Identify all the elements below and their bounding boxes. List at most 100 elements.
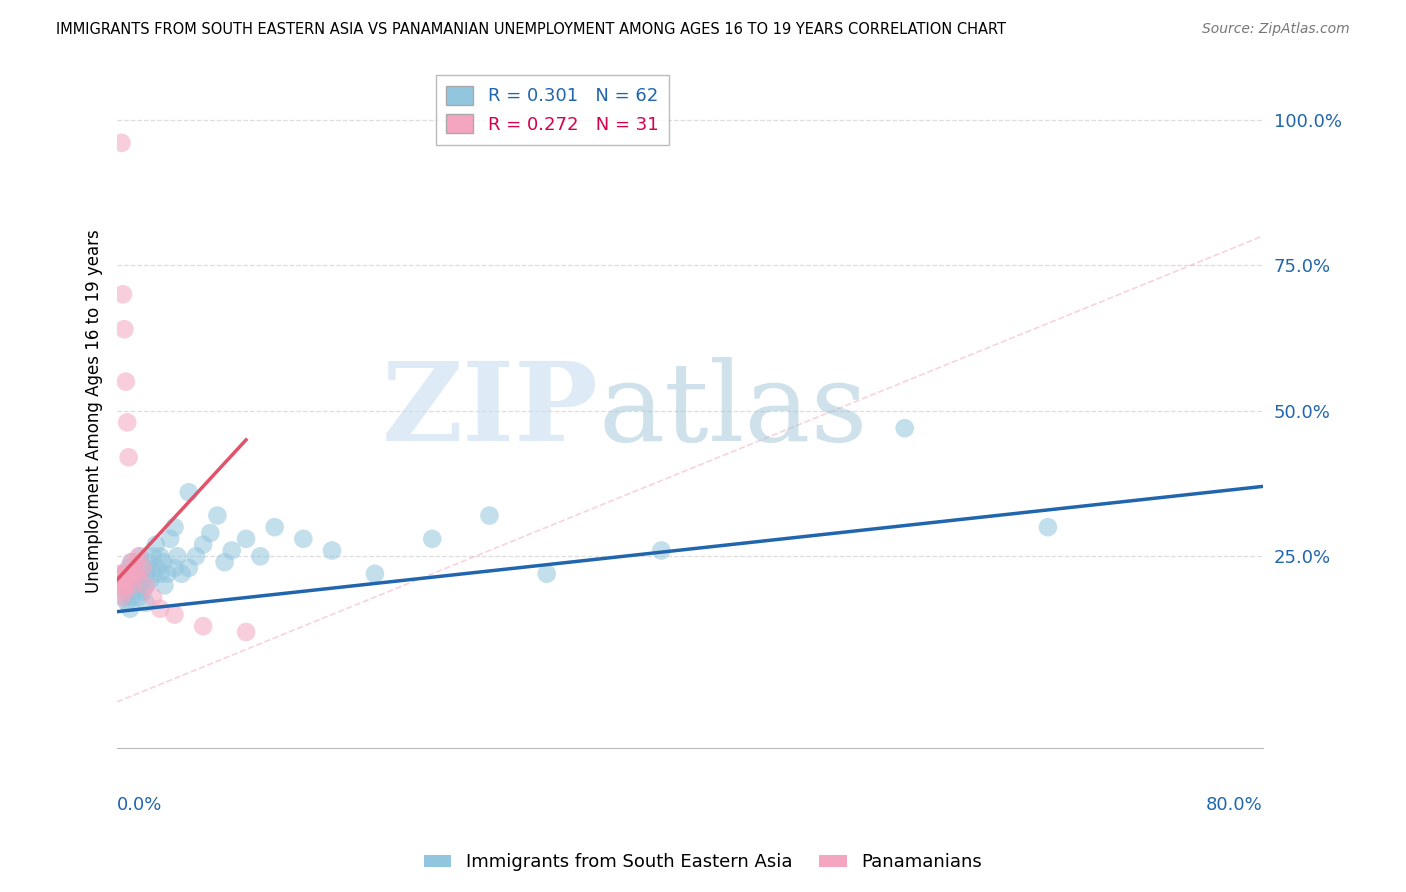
Point <box>149 566 172 581</box>
Point <box>321 543 343 558</box>
Text: 80.0%: 80.0% <box>1206 796 1263 814</box>
Point <box>124 573 146 587</box>
Point <box>121 555 143 569</box>
Point <box>478 508 501 523</box>
Point <box>149 601 172 615</box>
Point <box>128 566 150 581</box>
Point <box>142 566 165 581</box>
Point <box>177 485 200 500</box>
Point <box>292 532 315 546</box>
Point <box>146 561 169 575</box>
Point <box>159 532 181 546</box>
Point <box>221 543 243 558</box>
Point <box>152 555 174 569</box>
Point <box>108 578 131 592</box>
Point <box>125 555 148 569</box>
Point <box>263 520 285 534</box>
Point <box>235 532 257 546</box>
Point <box>132 584 155 599</box>
Point <box>115 416 138 430</box>
Point <box>110 136 132 150</box>
Point <box>420 532 443 546</box>
Point <box>163 607 186 622</box>
Text: ZIP: ZIP <box>381 357 599 464</box>
Point <box>115 573 138 587</box>
Point <box>135 578 157 592</box>
Point <box>114 578 136 592</box>
Point <box>142 590 165 604</box>
Point <box>121 590 143 604</box>
Point <box>235 625 257 640</box>
Point <box>135 578 157 592</box>
Point <box>364 566 387 581</box>
Point <box>536 566 558 581</box>
Point <box>117 584 139 599</box>
Point <box>114 375 136 389</box>
Text: IMMIGRANTS FROM SOUTH EASTERN ASIA VS PANAMANIAN UNEMPLOYMENT AMONG AGES 16 TO 1: IMMIGRANTS FROM SOUTH EASTERN ASIA VS PA… <box>56 22 1007 37</box>
Point <box>191 538 214 552</box>
Point <box>124 566 146 581</box>
Point <box>177 561 200 575</box>
Point <box>111 566 134 581</box>
Point <box>184 549 207 564</box>
Point <box>112 590 135 604</box>
Point <box>135 566 157 581</box>
Point <box>139 573 162 587</box>
Point <box>156 566 179 581</box>
Point <box>132 561 155 575</box>
Point <box>142 549 165 564</box>
Point <box>214 555 236 569</box>
Point <box>200 526 222 541</box>
Point <box>166 549 188 564</box>
Point <box>115 566 138 581</box>
Point <box>170 566 193 581</box>
Point <box>129 549 152 564</box>
Point <box>115 596 138 610</box>
Point <box>120 601 142 615</box>
Point <box>121 578 143 592</box>
Text: atlas: atlas <box>599 357 868 464</box>
Text: 0.0%: 0.0% <box>117 796 163 814</box>
Point <box>121 578 143 592</box>
Point <box>120 566 142 581</box>
Point <box>110 590 132 604</box>
Point <box>121 566 143 581</box>
Point <box>121 555 143 569</box>
Point <box>111 578 134 592</box>
Legend: R = 0.301   N = 62, R = 0.272   N = 31: R = 0.301 N = 62, R = 0.272 N = 31 <box>436 75 669 145</box>
Point <box>127 561 149 575</box>
Point <box>111 287 134 301</box>
Point <box>893 421 915 435</box>
Point <box>207 508 229 523</box>
Point <box>117 573 139 587</box>
Point <box>128 578 150 592</box>
Y-axis label: Unemployment Among Ages 16 to 19 years: Unemployment Among Ages 16 to 19 years <box>86 229 103 592</box>
Point <box>145 538 167 552</box>
Point <box>1036 520 1059 534</box>
Point <box>120 578 142 592</box>
Legend: Immigrants from South Eastern Asia, Panamanians: Immigrants from South Eastern Asia, Pana… <box>418 847 988 879</box>
Point <box>117 561 139 575</box>
Point <box>163 561 186 575</box>
Point <box>112 322 135 336</box>
Point <box>114 578 136 592</box>
Point <box>125 584 148 599</box>
Point <box>128 566 150 581</box>
Point <box>112 566 135 581</box>
Point <box>153 578 176 592</box>
Point <box>108 566 131 581</box>
Point <box>138 555 160 569</box>
Point <box>110 573 132 587</box>
Point <box>131 573 153 587</box>
Point <box>112 566 135 581</box>
Point <box>191 619 214 633</box>
Point <box>134 561 156 575</box>
Point <box>117 450 139 465</box>
Point <box>112 584 135 599</box>
Point <box>128 590 150 604</box>
Point <box>128 549 150 564</box>
Point <box>650 543 672 558</box>
Text: Source: ZipAtlas.com: Source: ZipAtlas.com <box>1202 22 1350 37</box>
Point <box>135 596 157 610</box>
Point <box>163 520 186 534</box>
